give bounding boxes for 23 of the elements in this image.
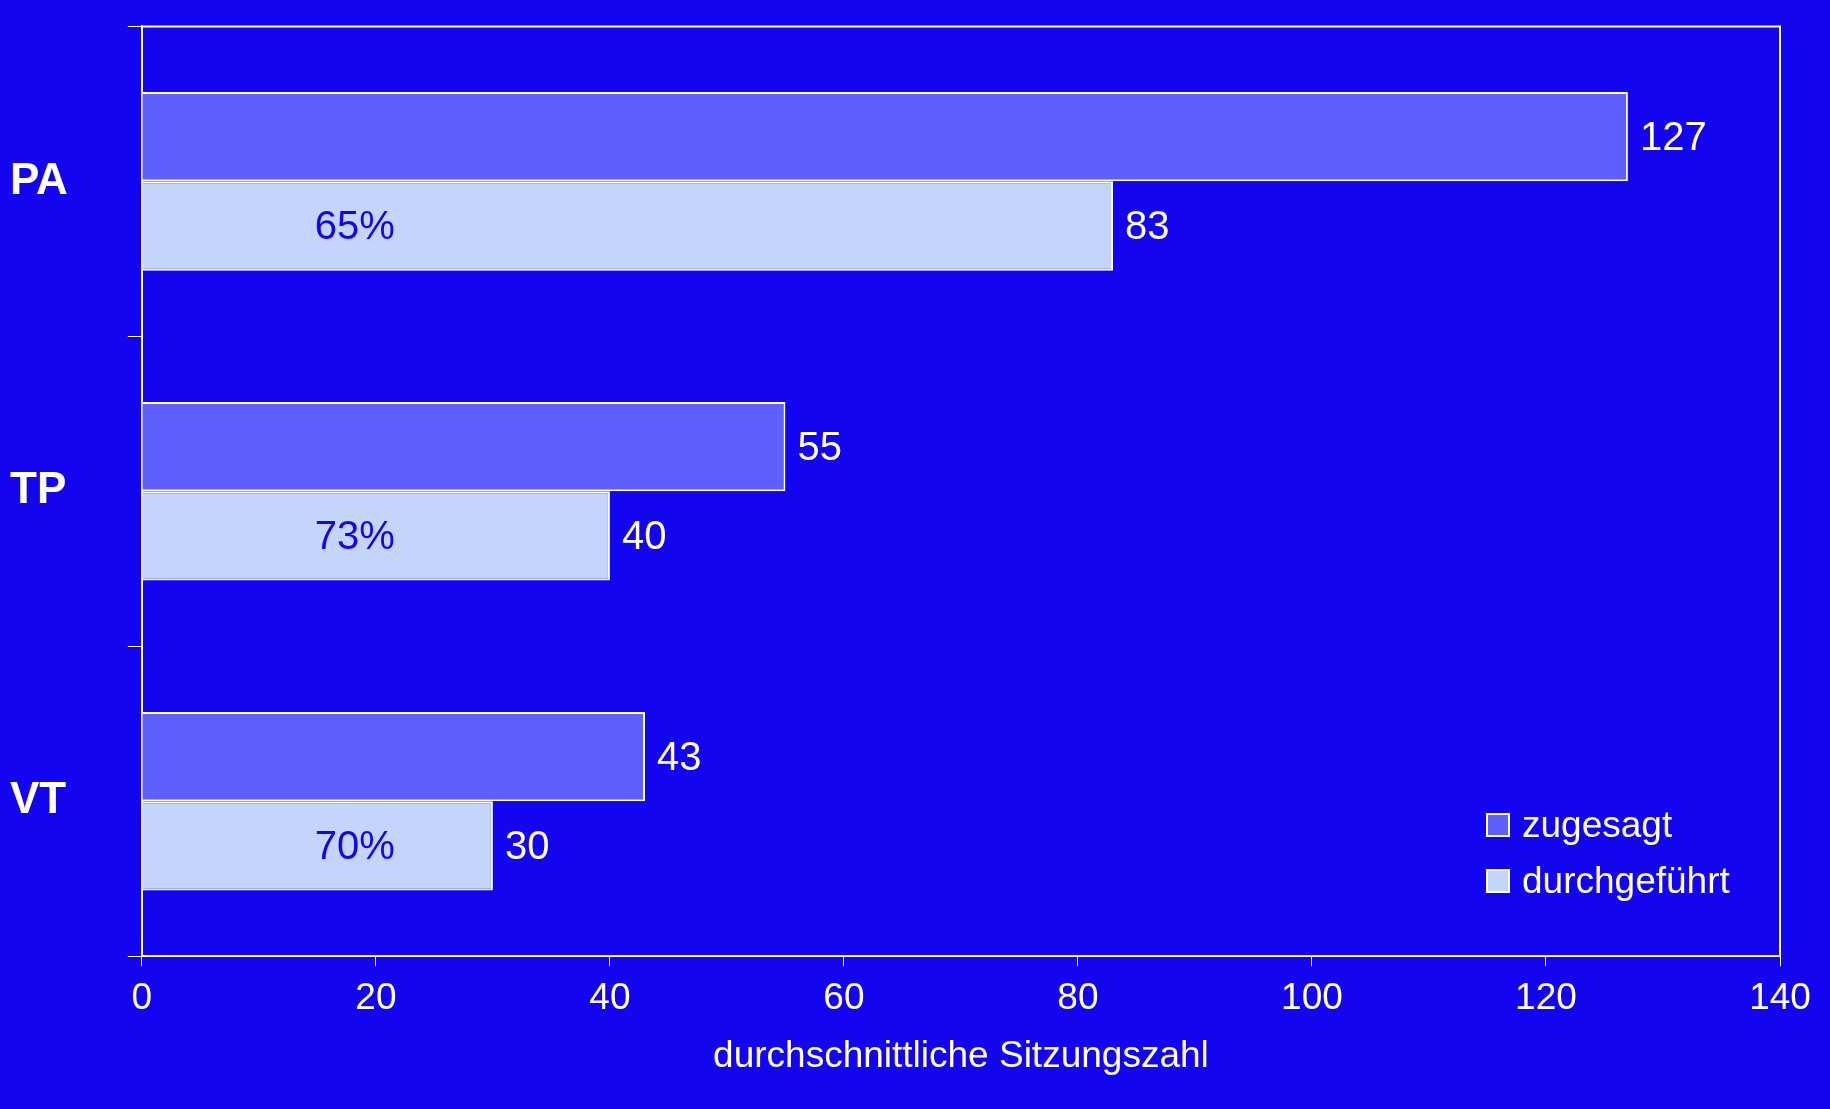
data-label: 83	[1125, 203, 1170, 248]
data-label: 55	[797, 423, 842, 468]
x-axis-title: durchschnittliche Sitzungszahl	[713, 1034, 1209, 1075]
y-tick-label: PA	[10, 153, 68, 203]
data-label: 43	[657, 733, 702, 778]
y-tick-label: VT	[10, 773, 67, 823]
legend-label: durchgeführt	[1522, 860, 1730, 903]
annotation: 70%	[314, 822, 395, 867]
x-tick-label: 100	[1281, 975, 1343, 1017]
legend-label: zugesagt	[1522, 804, 1673, 847]
annotation: 65%	[314, 203, 395, 248]
data-label: 40	[621, 512, 667, 557]
annotation: 73%	[314, 512, 395, 557]
x-tick-label: 120	[1515, 975, 1577, 1017]
x-tick-label: 140	[1749, 975, 1811, 1017]
x-tick-label: 80	[1057, 975, 1099, 1017]
x-tick-label: 0	[131, 975, 153, 1017]
x-tick-label: 20	[355, 975, 397, 1017]
x-tick-label: 40	[589, 975, 631, 1017]
y-tick-label: TP	[10, 463, 67, 513]
data-label: 30	[504, 822, 550, 867]
data-label: 127	[1639, 113, 1707, 158]
x-tick-label: 60	[823, 975, 865, 1017]
